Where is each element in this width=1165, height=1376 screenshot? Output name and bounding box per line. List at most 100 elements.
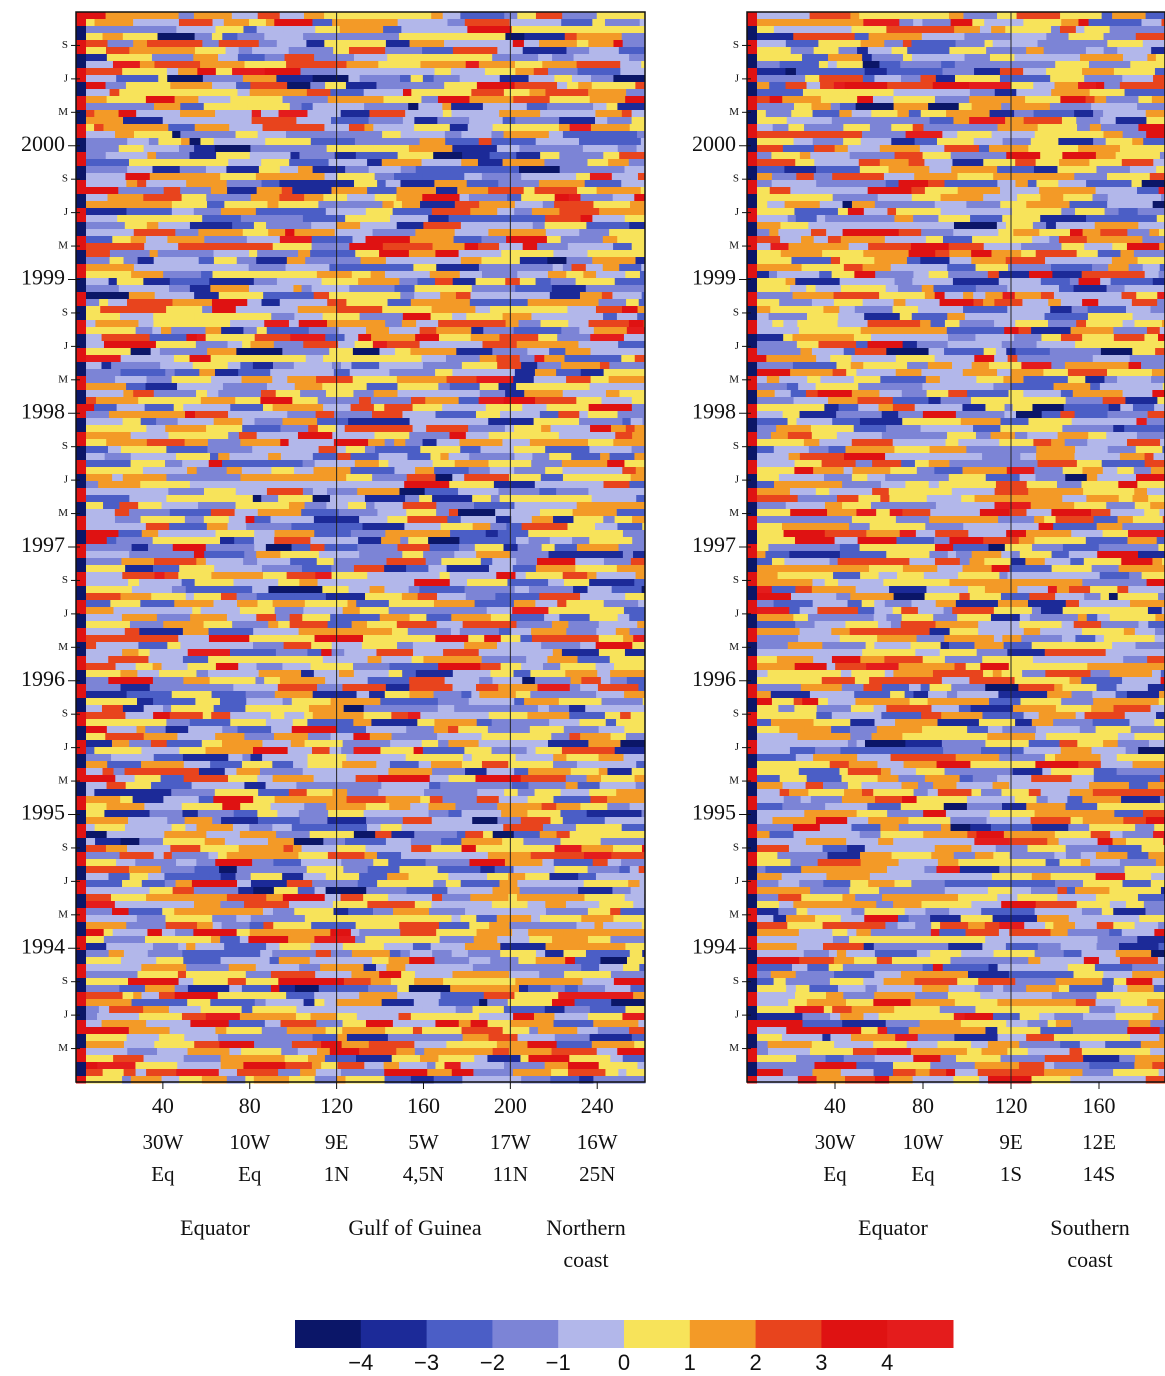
- heatmap-cell: [272, 761, 294, 769]
- heatmap-cell: [607, 768, 633, 776]
- heatmap-cell: [368, 439, 386, 447]
- heatmap-cell: [1016, 89, 1052, 97]
- heatmap-cell: [846, 40, 862, 48]
- heatmap-cell: [1121, 159, 1154, 167]
- heatmap-cell: [121, 614, 158, 622]
- heatmap-cell: [632, 516, 646, 524]
- heatmap-cell: [907, 47, 950, 55]
- heatmap-cell: [312, 712, 340, 720]
- heatmap-cell: [239, 936, 249, 944]
- heatmap-cell: [86, 761, 108, 769]
- heatmap-cell: [631, 243, 646, 251]
- heatmap-cell: [196, 474, 241, 482]
- heatmap-cell: [150, 740, 168, 748]
- heatmap-cell: [76, 859, 86, 867]
- heatmap-cell: [804, 124, 827, 132]
- heatmap-cell: [1062, 152, 1097, 160]
- heatmap-cell: [757, 145, 784, 153]
- y-tick-label: 1995: [21, 800, 65, 825]
- heatmap-cell: [318, 985, 333, 993]
- heatmap-cell: [423, 656, 456, 664]
- heatmap-cell: [634, 579, 646, 587]
- heatmap-cell: [553, 782, 567, 790]
- heatmap-cell: [408, 915, 453, 923]
- heatmap-cell: [1008, 264, 1026, 272]
- heatmap-cell: [120, 684, 151, 692]
- heatmap-cell: [851, 439, 894, 447]
- heatmap-cell: [747, 467, 757, 475]
- heatmap-cell: [320, 964, 365, 972]
- heatmap-cell: [642, 523, 646, 531]
- heatmap-cell: [1051, 509, 1092, 517]
- heatmap-cell: [969, 593, 1002, 601]
- heatmap-cell: [859, 418, 903, 426]
- heatmap-cell: [634, 355, 646, 363]
- heatmap-cell: [525, 873, 550, 881]
- heatmap-cell: [569, 124, 592, 132]
- heatmap-cell: [86, 236, 113, 244]
- heatmap-cell: [598, 621, 638, 629]
- heatmap-cell: [272, 404, 307, 412]
- heatmap-cell: [188, 726, 223, 734]
- heatmap-cell: [747, 299, 757, 307]
- heatmap-cell: [994, 89, 1017, 97]
- heatmap-cell: [1027, 180, 1037, 188]
- heatmap-cell: [1015, 411, 1043, 419]
- heatmap-cell: [432, 495, 473, 503]
- heatmap-cell: [134, 789, 172, 797]
- heatmap-cell: [1000, 418, 1029, 426]
- heatmap-cell: [1085, 96, 1096, 104]
- heatmap-cell: [330, 89, 365, 97]
- heatmap-cell: [780, 236, 802, 244]
- heatmap-cell: [143, 733, 178, 741]
- heatmap-cell: [887, 208, 897, 216]
- heatmap-cell: [133, 40, 148, 48]
- heatmap-cell: [544, 355, 565, 363]
- heatmap-cell: [947, 551, 957, 559]
- heatmap-cell: [1100, 229, 1128, 237]
- heatmap-cell: [509, 971, 540, 979]
- heatmap-cell: [847, 145, 881, 153]
- heatmap-cell: [76, 82, 86, 90]
- heatmap-cell: [1025, 96, 1061, 104]
- heatmap-cell: [944, 292, 964, 300]
- heatmap-cell: [542, 61, 578, 69]
- heatmap-cell: [554, 75, 573, 83]
- heatmap-cell: [594, 117, 608, 125]
- heatmap-cell: [162, 838, 206, 846]
- heatmap-cell: [86, 89, 111, 97]
- heatmap-cell: [488, 40, 514, 48]
- heatmap-cell: [1011, 82, 1034, 90]
- heatmap-cell: [987, 271, 1000, 279]
- heatmap-cell: [519, 257, 548, 265]
- heatmap-cell: [280, 551, 320, 559]
- heatmap-cell: [603, 922, 643, 930]
- heatmap-cell: [1154, 68, 1165, 76]
- heatmap-cell: [339, 26, 384, 34]
- heatmap-cell: [301, 670, 315, 678]
- heatmap-cell: [607, 117, 633, 125]
- heatmap-cell: [1111, 271, 1146, 279]
- heatmap-cell: [408, 873, 449, 881]
- heatmap-cell: [86, 299, 100, 307]
- heatmap-cell: [86, 929, 105, 937]
- heatmap-cell: [76, 159, 86, 167]
- heatmap-cell: [886, 26, 915, 34]
- heatmap-cell: [1135, 152, 1161, 160]
- heatmap-cell: [560, 236, 604, 244]
- heatmap-cell: [290, 740, 306, 748]
- x-lat-label: 1N: [324, 1162, 350, 1186]
- heatmap-cell: [225, 607, 241, 615]
- heatmap-cell: [567, 1069, 606, 1077]
- heatmap-cell: [76, 243, 86, 251]
- heatmap-cell: [207, 89, 238, 97]
- heatmap-cell: [596, 12, 625, 20]
- heatmap-cell: [409, 950, 433, 958]
- heatmap-cell: [799, 453, 845, 461]
- heatmap-cell: [312, 691, 358, 699]
- heatmap-cell: [468, 418, 489, 426]
- heatmap-cell: [1018, 537, 1035, 545]
- heatmap-cell: [252, 446, 267, 454]
- heatmap-cell: [187, 985, 230, 993]
- heatmap-cell: [209, 677, 256, 685]
